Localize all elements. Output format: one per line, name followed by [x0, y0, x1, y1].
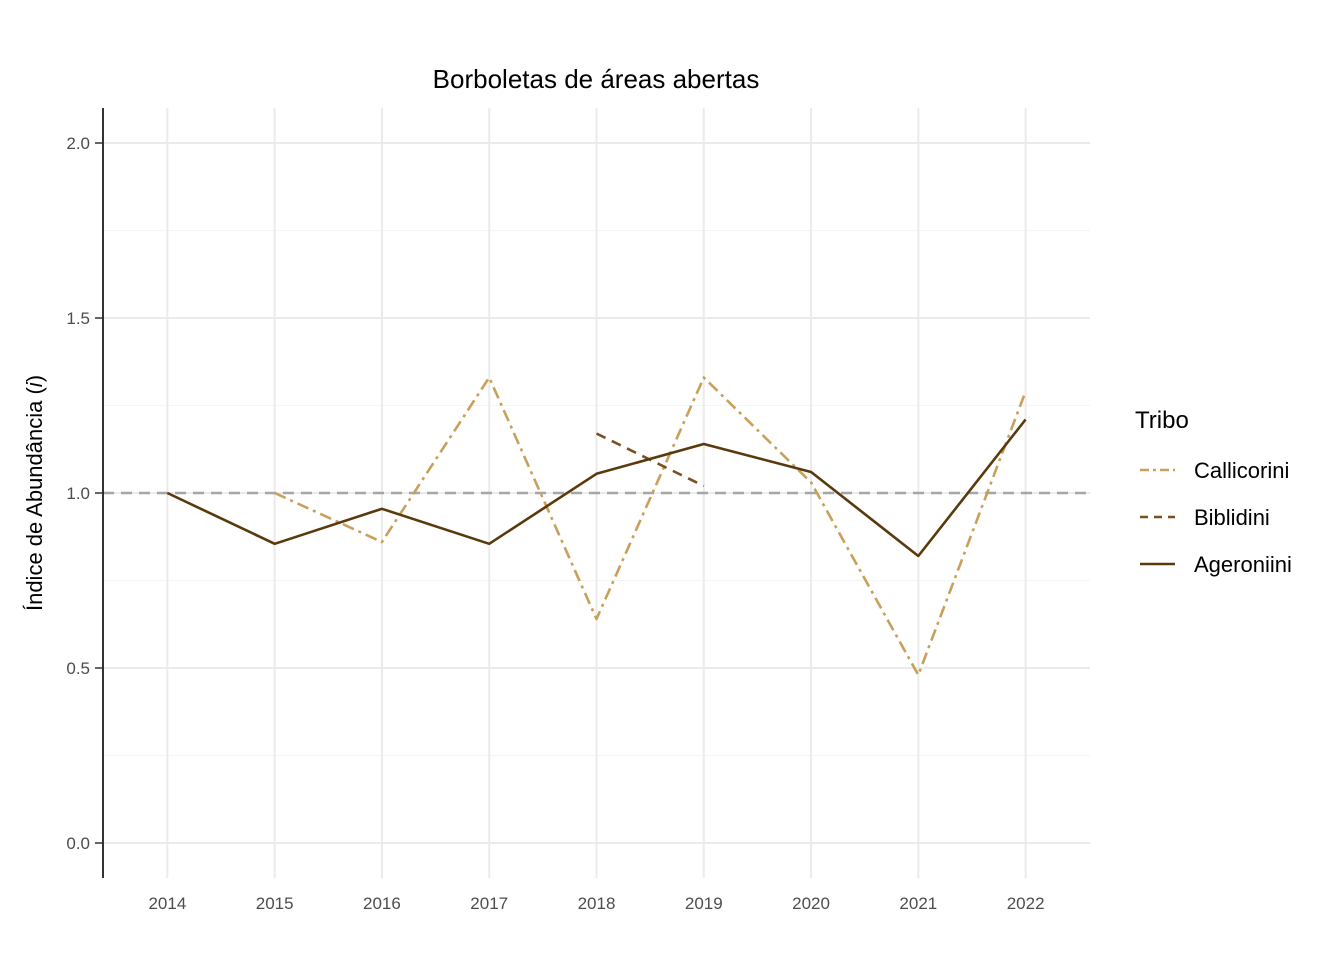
y-tick-label: 2.0 — [66, 134, 90, 153]
legend-label-biblidini: Biblidini — [1194, 505, 1270, 530]
x-tick-label: 2017 — [470, 894, 508, 913]
series-lines — [166, 376, 1027, 677]
x-tick-label: 2019 — [685, 894, 723, 913]
x-tick-labels: 2014 2015 2016 2017 2018 2019 2020 2021 2022 — [148, 894, 1044, 913]
legend-title: Tribo — [1135, 407, 1189, 434]
legend: Tribo Callicorini Biblidini Ageroniini — [1135, 407, 1292, 577]
series-line-ageroniini — [166, 418, 1027, 558]
x-tick-label: 2021 — [899, 894, 937, 913]
x-tick-label: 2020 — [792, 894, 830, 913]
y-tick-label: 0.0 — [66, 834, 90, 853]
series-line-callicorini — [274, 376, 1027, 677]
y-tick-label: 0.5 — [66, 659, 90, 678]
legend-label-ageroniini: Ageroniini — [1194, 552, 1292, 577]
y-axis-label-main: Índice de Abundância ( — [22, 387, 47, 612]
y-tick-labels: 0.0 0.5 1.0 1.5 2.0 — [66, 134, 90, 853]
y-axis-label-italic: i — [22, 381, 47, 387]
y-axis-label: Índice de Abundância (i) — [22, 375, 47, 611]
legend-label-callicorini: Callicorini — [1194, 458, 1289, 483]
chart-title: Borboletas de áreas abertas — [433, 64, 760, 94]
legend-items: Callicorini Biblidini Ageroniini — [1140, 458, 1292, 577]
x-tick-label: 2016 — [363, 894, 401, 913]
y-tick-label: 1.5 — [66, 309, 90, 328]
x-tick-label: 2015 — [256, 894, 294, 913]
y-tick-label: 1.0 — [66, 484, 90, 503]
y-axis-label-close: ) — [22, 375, 47, 382]
x-tick-label: 2014 — [148, 894, 186, 913]
x-tick-label: 2018 — [578, 894, 616, 913]
axes — [95, 108, 104, 878]
x-tick-label: 2022 — [1007, 894, 1045, 913]
